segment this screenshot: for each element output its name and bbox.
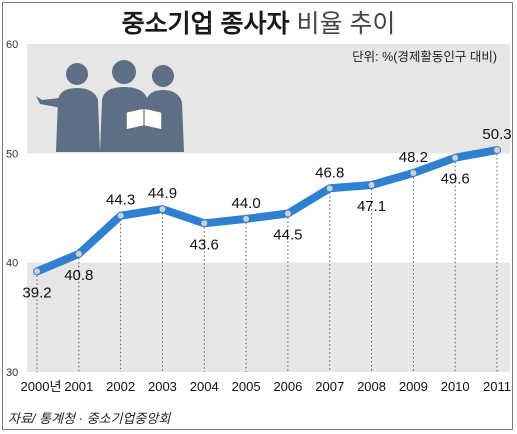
- unit-label: 단위: %(경제활동인구 대비): [352, 50, 497, 64]
- data-label: 44.5: [273, 226, 302, 243]
- x-tick-label: 2007: [315, 379, 344, 394]
- series-line: [33, 146, 501, 276]
- data-point: [75, 250, 82, 257]
- source-note: 자료/ 통계청 · 중소기업중앙회: [8, 411, 171, 426]
- x-tick-label: 2004: [190, 379, 219, 394]
- bottom-band: [27, 262, 510, 372]
- data-label: 44.3: [106, 192, 135, 209]
- data-label: 49.6: [441, 171, 470, 188]
- data-label: 44.0: [231, 195, 260, 212]
- y-tick-label: 50: [6, 148, 18, 160]
- y-tick-label: 30: [6, 367, 18, 379]
- x-tick-label: 2002: [106, 379, 135, 394]
- x-tick-label: 2000년: [21, 379, 62, 394]
- data-label: 39.2: [22, 284, 51, 301]
- data-point: [159, 206, 166, 213]
- x-tick-label: 2009: [399, 379, 428, 394]
- business-people-illustration-icon: [36, 60, 184, 152]
- x-tick-label: 2005: [232, 379, 261, 394]
- data-point: [117, 212, 124, 219]
- data-label: 46.8: [315, 164, 344, 181]
- data-point: [34, 268, 40, 275]
- data-label: 50.3: [482, 126, 511, 143]
- x-tick-label: 2008: [357, 379, 386, 394]
- data-label: 43.6: [190, 236, 219, 253]
- data-point: [452, 154, 459, 161]
- x-tick-label: 2010: [441, 379, 470, 394]
- data-point: [243, 215, 250, 222]
- data-point: [368, 182, 375, 189]
- data-label: 44.9: [148, 185, 177, 202]
- x-tick-label: 2001: [64, 379, 93, 394]
- data-point: [284, 210, 291, 217]
- data-point: [494, 147, 500, 154]
- data-label: 48.2: [399, 149, 428, 166]
- data-point: [326, 185, 333, 192]
- x-tick-label: 2006: [273, 379, 302, 394]
- y-tick-label: 40: [6, 258, 18, 270]
- data-point: [201, 220, 208, 227]
- chart-title-rest: 비율 추이: [296, 10, 396, 38]
- data-label: 47.1: [357, 198, 386, 215]
- x-tick-label: 2003: [148, 379, 177, 394]
- data-label: 40.8: [64, 267, 93, 284]
- x-tick-label: 2011: [483, 379, 511, 394]
- y-tick-label: 60: [6, 39, 18, 51]
- data-point: [410, 170, 417, 177]
- chart-title: 중소기업 종사자 비율 추이: [0, 4, 517, 40]
- chart-title-bold: 중소기업 종사자: [121, 10, 290, 38]
